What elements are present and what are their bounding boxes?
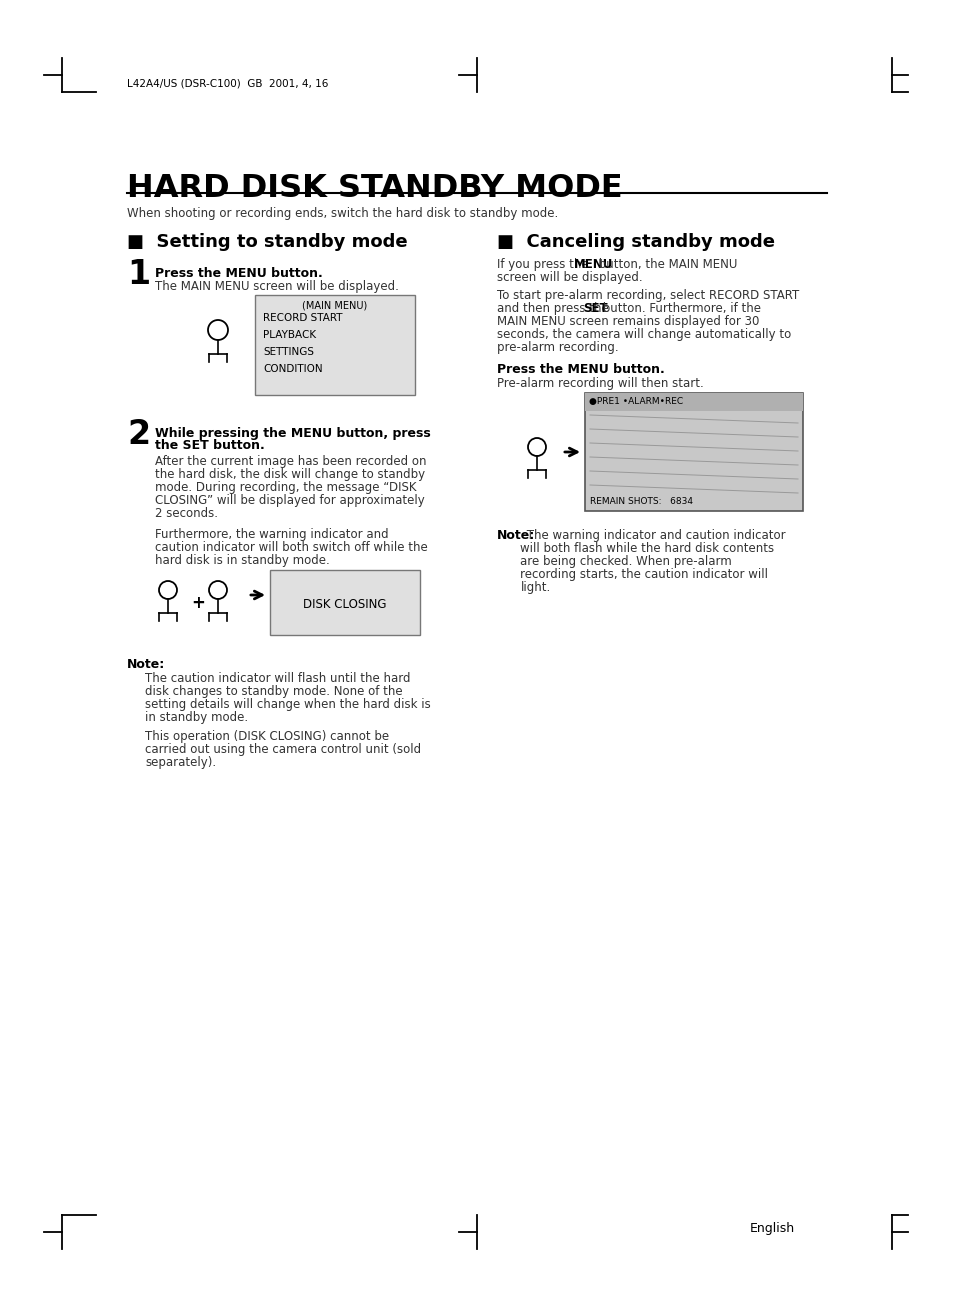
Text: setting details will change when the hard disk is: setting details will change when the har… [145, 698, 431, 711]
Text: This operation (DISK CLOSING) cannot be: This operation (DISK CLOSING) cannot be [145, 729, 389, 743]
Text: Note:: Note: [497, 529, 535, 542]
Text: RECORD START: RECORD START [263, 313, 342, 324]
Text: Furthermore, the warning indicator and: Furthermore, the warning indicator and [154, 529, 388, 542]
Text: are being checked. When pre-alarm: are being checked. When pre-alarm [520, 555, 732, 568]
Text: SETTINGS: SETTINGS [263, 347, 314, 358]
Bar [270, 570, 419, 636]
Text: CONDITION: CONDITION [263, 364, 322, 375]
Text: ■  Setting to standby mode: ■ Setting to standby mode [127, 234, 407, 251]
Text: the SET button.: the SET button. [154, 438, 265, 452]
Text: PLAYBACK: PLAYBACK [263, 330, 315, 341]
Text: seconds, the camera will change automatically to: seconds, the camera will change automati… [497, 328, 790, 341]
Text: the hard disk, the disk will change to standby: the hard disk, the disk will change to s… [154, 468, 425, 482]
Text: Note:: Note: [127, 658, 165, 671]
Text: pre-alarm recording.: pre-alarm recording. [497, 341, 618, 354]
Text: When shooting or recording ends, switch the hard disk to standby mode.: When shooting or recording ends, switch … [127, 207, 558, 221]
Text: The warning indicator and caution indicator: The warning indicator and caution indica… [523, 529, 785, 542]
Text: mode. During recording, the message “DISK: mode. During recording, the message “DIS… [154, 482, 416, 495]
Text: 1: 1 [127, 258, 150, 291]
Text: After the current image has been recorded on: After the current image has been recorde… [154, 455, 426, 468]
Text: screen will be displayed.: screen will be displayed. [497, 271, 642, 284]
Text: DISK CLOSING: DISK CLOSING [303, 598, 386, 611]
Text: disk changes to standby mode. None of the: disk changes to standby mode. None of th… [145, 685, 402, 698]
Text: light.: light. [520, 581, 550, 594]
Text: If you press the: If you press the [497, 258, 592, 271]
Text: To start pre-alarm recording, select RECORD START: To start pre-alarm recording, select REC… [497, 288, 799, 301]
Text: The MAIN MENU screen will be displayed.: The MAIN MENU screen will be displayed. [154, 281, 398, 294]
Text: HARD DISK STANDBY MODE: HARD DISK STANDBY MODE [127, 174, 622, 204]
Text: Press the MENU button.: Press the MENU button. [154, 268, 322, 281]
Text: separately).: separately). [145, 756, 216, 769]
Text: and then press the: and then press the [497, 301, 612, 315]
Text: Pre-alarm recording will then start.: Pre-alarm recording will then start. [497, 377, 703, 390]
Text: SET: SET [583, 301, 607, 315]
Bar [254, 295, 415, 395]
Text: 2: 2 [127, 418, 150, 452]
Text: will both flash while the hard disk contents: will both flash while the hard disk cont… [520, 542, 774, 555]
Bar [584, 393, 802, 411]
Text: hard disk is in standby mode.: hard disk is in standby mode. [154, 555, 330, 566]
Text: caution indicator will both switch off while the: caution indicator will both switch off w… [154, 542, 427, 555]
Text: Press the MENU button.: Press the MENU button. [497, 363, 664, 376]
Text: English: English [749, 1221, 794, 1235]
Text: L42A4/US (DSR-C100)  GB  2001, 4, 16: L42A4/US (DSR-C100) GB 2001, 4, 16 [127, 78, 328, 87]
Text: ●PRE1 •ALARM•REC: ●PRE1 •ALARM•REC [588, 397, 682, 406]
Bar [584, 393, 802, 512]
Text: in standby mode.: in standby mode. [145, 711, 248, 724]
Text: button. Furthermore, if the: button. Furthermore, if the [598, 301, 760, 315]
Text: While pressing the MENU button, press: While pressing the MENU button, press [154, 427, 431, 440]
Text: MENU: MENU [574, 258, 613, 271]
Text: MAIN MENU screen remains displayed for 30: MAIN MENU screen remains displayed for 3… [497, 315, 759, 328]
Text: The caution indicator will flash until the hard: The caution indicator will flash until t… [145, 672, 410, 685]
Text: ■  Canceling standby mode: ■ Canceling standby mode [497, 234, 774, 251]
Text: 2 seconds.: 2 seconds. [154, 508, 218, 519]
Text: recording starts, the caution indicator will: recording starts, the caution indicator … [520, 568, 768, 581]
Text: +: + [191, 594, 205, 612]
Text: button, the MAIN MENU: button, the MAIN MENU [595, 258, 737, 271]
Text: (MAIN MENU): (MAIN MENU) [302, 301, 367, 311]
Text: CLOSING” will be displayed for approximately: CLOSING” will be displayed for approxima… [154, 495, 424, 508]
Text: REMAIN SHOTS:   6834: REMAIN SHOTS: 6834 [589, 497, 692, 506]
Text: carried out using the camera control unit (sold: carried out using the camera control uni… [145, 743, 420, 756]
